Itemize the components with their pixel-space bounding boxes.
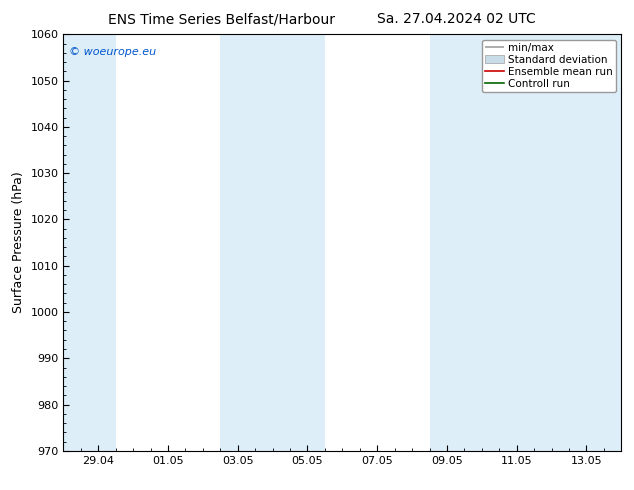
Y-axis label: Surface Pressure (hPa): Surface Pressure (hPa) xyxy=(12,172,25,314)
Text: ENS Time Series Belfast/Harbour: ENS Time Series Belfast/Harbour xyxy=(108,12,335,26)
Legend: min/max, Standard deviation, Ensemble mean run, Controll run: min/max, Standard deviation, Ensemble me… xyxy=(482,40,616,92)
Bar xyxy=(63,34,115,451)
Text: © woeurope.eu: © woeurope.eu xyxy=(69,47,156,57)
Bar xyxy=(221,34,325,451)
Text: Sa. 27.04.2024 02 UTC: Sa. 27.04.2024 02 UTC xyxy=(377,12,536,26)
Bar xyxy=(429,34,621,451)
